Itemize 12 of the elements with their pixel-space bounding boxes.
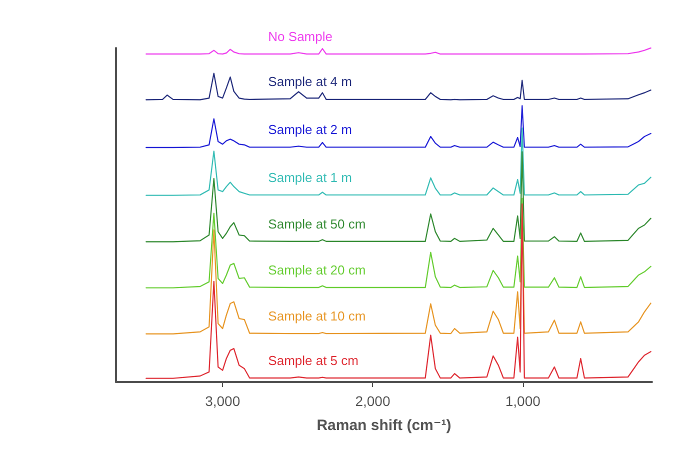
series-label: Sample at 2 m [268,122,352,138]
x-axis-title: Raman shift (cm⁻¹) [316,417,452,434]
series-label: No Sample [268,29,332,44]
x-tick-label: 1,000 [505,393,541,409]
series-label: Sample at 4 m [268,74,352,89]
x-tick-label: 3,000 [205,393,240,409]
series-label: Sample at 10 cm [268,308,366,324]
series-label: Sample at 50 cm [268,216,366,232]
series-label: Sample at 20 cm [268,262,366,278]
x-tick-label: 2,000 [355,393,390,409]
series-label: Sample at 1 m [268,170,352,185]
series-label: Sample at 5 cm [268,352,358,368]
